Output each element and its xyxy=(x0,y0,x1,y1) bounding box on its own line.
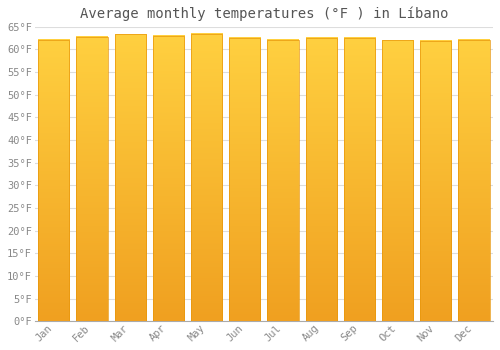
Bar xyxy=(306,38,337,321)
Bar xyxy=(76,37,108,321)
Title: Average monthly temperatures (°F ) in Líbano: Average monthly temperatures (°F ) in Lí… xyxy=(80,7,448,21)
Bar xyxy=(114,35,146,321)
Bar xyxy=(382,40,413,321)
Bar xyxy=(38,40,70,321)
Bar xyxy=(191,34,222,321)
Bar xyxy=(458,40,490,321)
Bar xyxy=(268,40,298,321)
Bar xyxy=(420,41,452,321)
Bar xyxy=(344,38,375,321)
Bar xyxy=(229,38,260,321)
Bar xyxy=(152,36,184,321)
